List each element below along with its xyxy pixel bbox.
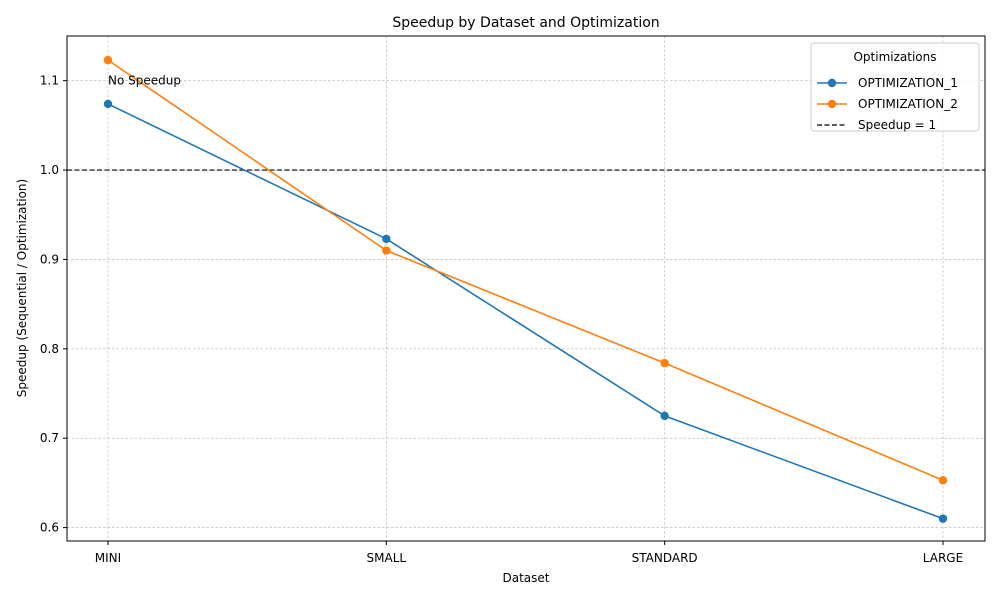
x-tick-label: LARGE: [923, 551, 963, 565]
series-group: [103, 55, 948, 523]
y-tick-label: 0.9: [40, 252, 59, 266]
x-tick-label: STANDARD: [632, 551, 698, 565]
legend-items: OPTIMIZATION_1 OPTIMIZATION_2 Speedup = 1: [817, 76, 958, 132]
data-point-optimization_1: [382, 234, 391, 244]
series-line-optimization_1: [107, 103, 944, 520]
data-point-optimization_2: [103, 55, 113, 65]
plot-frame: [66, 35, 986, 542]
y-tick-label: 1.1: [40, 74, 59, 88]
legend-label: Speedup = 1: [858, 118, 936, 132]
data-point-optimization_2: [938, 476, 948, 485]
x-tick-label: SMALL: [367, 551, 407, 565]
y-tick-label: 0.6: [40, 521, 59, 535]
y-tick-label: 0.7: [40, 431, 59, 445]
x-tick-label: MINI: [95, 551, 121, 565]
legend: Optimizations OPTIMIZATION_1OPTIMIZATION…: [810, 42, 980, 132]
chart-title: Speedup by Dataset and Optimization: [392, 15, 659, 31]
data-point-optimization_1: [103, 99, 113, 109]
data-point-optimization_1: [938, 514, 948, 523]
legend-label: OPTIMIZATION_2: [858, 97, 958, 111]
data-point-optimization_1: [660, 411, 669, 421]
legend-box: [810, 42, 980, 132]
x-axis-ticks: MINI SMALL STANDARD LARGE: [95, 541, 963, 565]
y-tick-label: 0.8: [40, 342, 59, 356]
legend-marker: [827, 78, 837, 88]
legend-marker: [827, 99, 837, 109]
data-point-optimization_2: [660, 358, 669, 368]
legend-label: OPTIMIZATION_1: [858, 76, 958, 90]
y-axis-label: Speedup (Sequential / Optimization): [15, 179, 29, 397]
y-axis-ticks: 0.6 0.7 0.8 0.9 1.0 1.1: [40, 74, 67, 535]
legend-title: Optimizations: [853, 50, 936, 64]
y-tick-label: 1.0: [40, 163, 59, 177]
series-line-optimization_2: [107, 59, 944, 481]
data-point-optimization_2: [382, 246, 391, 255]
no-speedup-annotation: No Speedup: [108, 74, 181, 88]
x-axis-label: Dataset: [503, 571, 550, 585]
